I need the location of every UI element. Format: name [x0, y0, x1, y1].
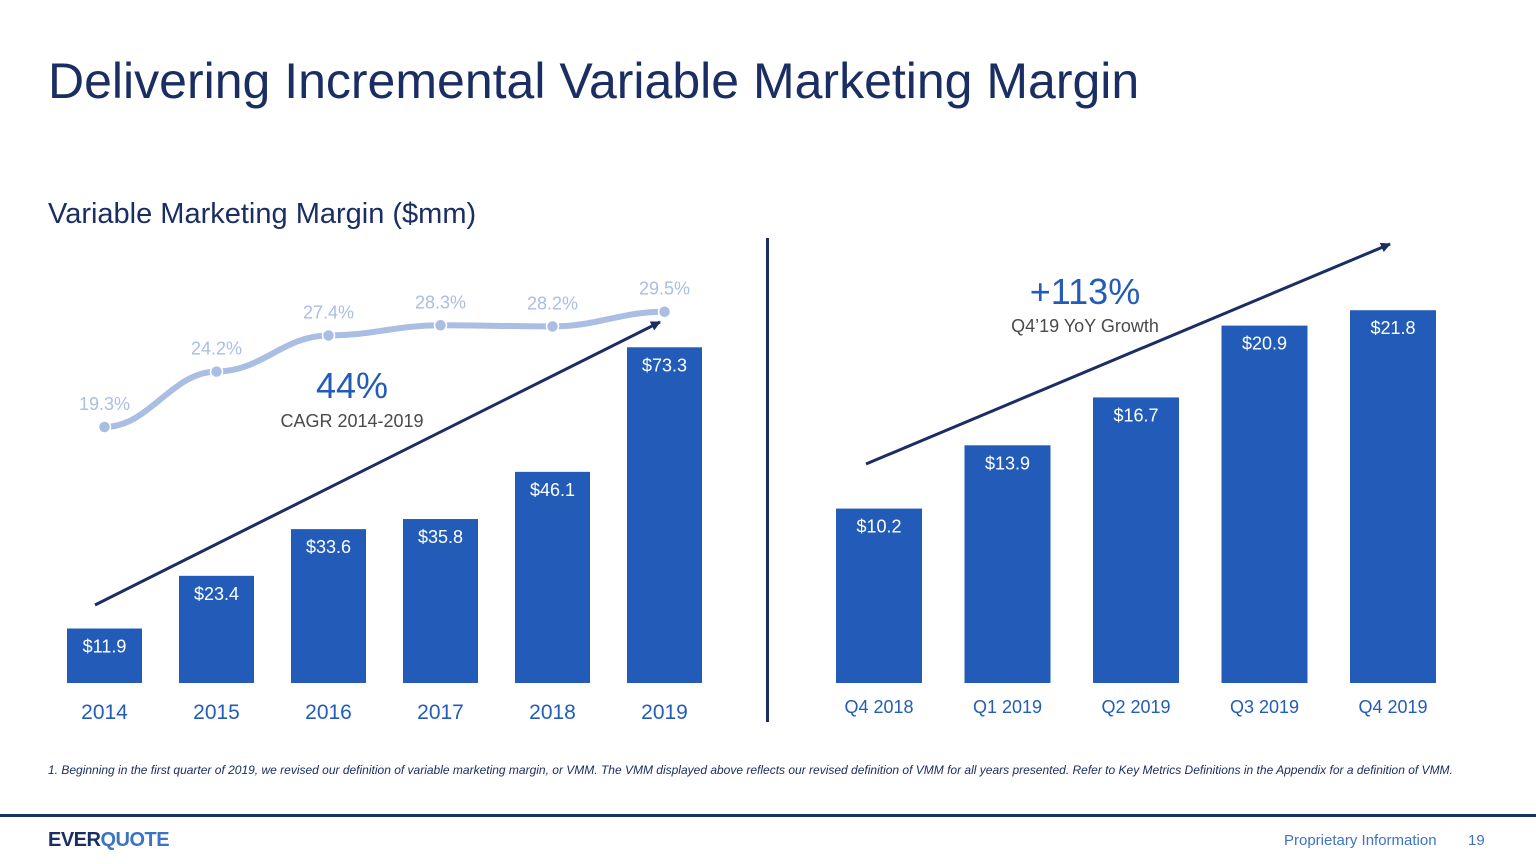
chart-divider: [766, 238, 769, 722]
bar-label-Q2-2019: $16.7: [1113, 405, 1158, 425]
bar-label-2015: $23.4: [194, 584, 239, 604]
bar-2017: [403, 519, 478, 683]
cagr-value: 44%: [316, 365, 388, 406]
footer-label: Proprietary Information: [1284, 832, 1437, 849]
x-tick-2014: 2014: [81, 701, 128, 724]
bar-label-2019: $73.3: [642, 355, 687, 375]
x-tick-2019: 2019: [641, 701, 688, 724]
page-title: Delivering Incremental Variable Marketin…: [48, 53, 1140, 109]
bar-label-Q3-2019: $20.9: [1242, 334, 1287, 354]
bar-label-Q1-2019: $13.9: [985, 453, 1030, 473]
chart-subtitle: Variable Marketing Margin ($mm): [48, 198, 477, 230]
bar-Q4-2018: [836, 508, 922, 683]
x-tick-Q2-2019: Q2 2019: [1101, 697, 1170, 717]
margin-label-2019: 29.5%: [639, 279, 690, 299]
x-tick-Q3-2019: Q3 2019: [1230, 697, 1299, 717]
bar-2016: [291, 529, 366, 683]
bar-label-Q4-2018: $10.2: [856, 517, 901, 537]
bar-Q3-2019: [1221, 325, 1308, 683]
margin-point-2018: [545, 319, 560, 334]
x-tick-2017: 2017: [417, 701, 464, 724]
everquote-logo: EVERQUOTE: [48, 829, 170, 851]
bar-label-2018: $46.1: [530, 480, 575, 500]
x-tick-Q1-2019: Q1 2019: [973, 697, 1042, 717]
margin-label-2014: 19.3%: [79, 394, 130, 414]
margin-label-2017: 28.3%: [415, 292, 466, 312]
trend-arrow-left: [94, 320, 661, 607]
x-tick-Q4-2018: Q4 2018: [844, 697, 913, 717]
bar-Q2-2019: [1093, 397, 1179, 683]
margin-line: [101, 308, 668, 430]
x-tick-2018: 2018: [529, 701, 576, 724]
growth-value: +113%: [1030, 271, 1140, 312]
margin-point-2016: [321, 328, 336, 343]
footnote: 1. Beginning in the first quarter of 201…: [48, 763, 1453, 777]
margin-point-2017: [433, 318, 448, 333]
x-tick-2015: 2015: [193, 701, 240, 724]
margin-point-2014: [97, 420, 112, 434]
bar-label-2014: $11.9: [83, 636, 127, 656]
bar-label-Q4-2019: $21.8: [1370, 318, 1415, 338]
bar-Q4-2019: [1350, 310, 1436, 683]
bar-2018: [515, 471, 590, 683]
bar-label-2016: $33.6: [306, 537, 351, 557]
margin-label-2015: 24.2%: [191, 339, 242, 359]
bar-2015: [179, 575, 254, 683]
bar-Q1-2019: [964, 445, 1051, 683]
bar-label-2017: $35.8: [418, 527, 463, 547]
page-number: 19: [1468, 832, 1485, 849]
margin-label-2018: 28.2%: [527, 293, 578, 313]
footer-rule: [0, 814, 1536, 817]
margin-label-2016: 27.4%: [303, 302, 354, 322]
bar-2019: [627, 347, 702, 683]
cagr-label: CAGR 2014-2019: [280, 411, 423, 431]
trend-arrow-right: [865, 242, 1391, 466]
x-tick-2016: 2016: [305, 701, 352, 724]
bar-2014: [67, 628, 142, 683]
growth-label: Q4’19 YoY Growth: [1011, 316, 1159, 336]
x-tick-Q4-2019: Q4 2019: [1358, 697, 1427, 717]
margin-point-2015: [209, 364, 224, 379]
margin-point-2019: [657, 304, 672, 319]
